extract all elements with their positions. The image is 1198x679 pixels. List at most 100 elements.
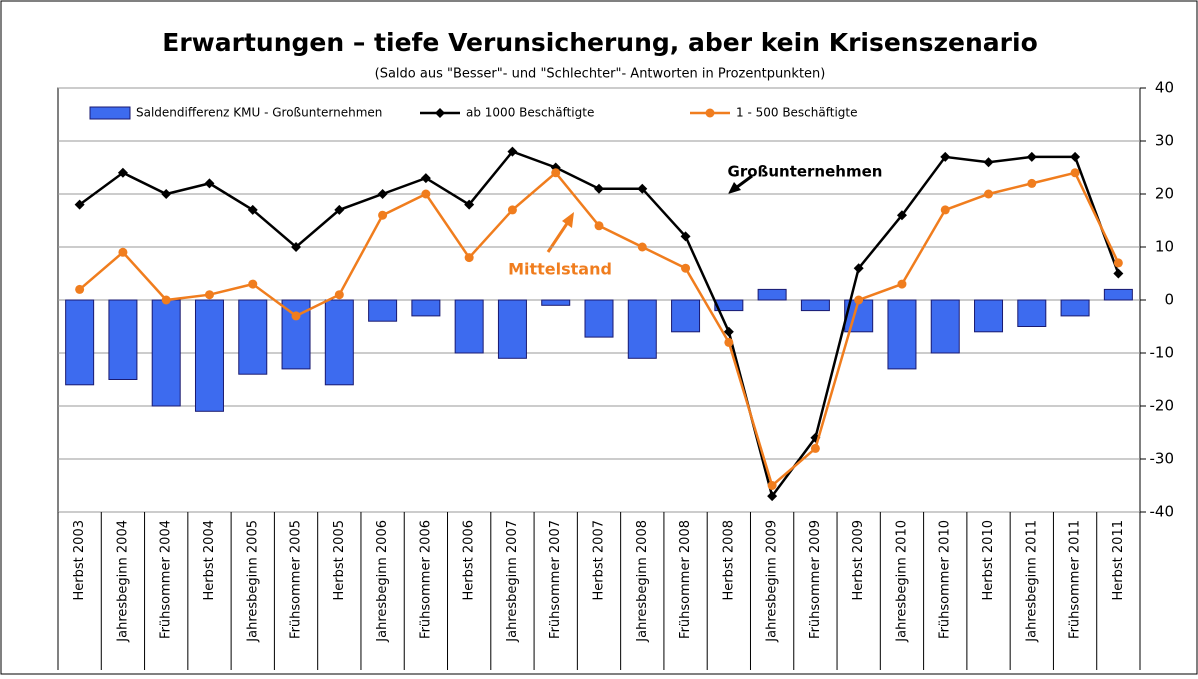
marker [853, 263, 864, 274]
marker [896, 210, 907, 221]
marker [334, 204, 345, 215]
marker [420, 173, 431, 184]
legend-label: ab 1000 Beschäftigte [466, 106, 594, 120]
x-tick-label: Jahresbeginn 2004 [115, 520, 130, 643]
marker [551, 168, 561, 178]
y-tick-label: -40 [1150, 503, 1175, 521]
x-tick-label: Frühsommer 2008 [678, 520, 693, 639]
legend-label: Saldendifferenz KMU - Großunternehmen [136, 106, 382, 120]
x-tick-label: Jahresbeginn 2011 [1024, 520, 1039, 643]
y-tick-label: 20 [1155, 185, 1174, 203]
x-tick-label: Frühsommer 2010 [938, 520, 953, 639]
bar [584, 299, 614, 338]
marker [247, 204, 258, 215]
x-tick-label: Frühsommer 2007 [548, 520, 563, 639]
x-tick-label: Jahresbeginn 2005 [245, 520, 260, 643]
marker [507, 146, 518, 157]
marker [723, 326, 734, 337]
marker [377, 189, 388, 199]
x-tick-label: Herbst 2008 [721, 520, 736, 600]
bar [108, 299, 138, 380]
annotation-arrowhead [728, 182, 741, 194]
marker [1070, 168, 1080, 178]
bar [627, 299, 657, 359]
bar [454, 299, 484, 354]
annotation: Großunternehmen [728, 163, 883, 181]
bar [714, 299, 744, 312]
x-tick-label: Frühsommer 2005 [289, 520, 304, 639]
bar [65, 299, 95, 386]
bar [671, 299, 701, 333]
marker [378, 210, 388, 220]
marker [681, 263, 691, 273]
y-tick-label: 0 [1164, 291, 1174, 309]
marker [767, 481, 777, 490]
marker [117, 167, 128, 178]
legend-marker [435, 108, 445, 118]
y-tick-label: 10 [1155, 238, 1174, 256]
legend-label: 1 - 500 Beschäftigte [736, 106, 858, 120]
x-tick-label: Jahresbeginn 2007 [505, 520, 520, 643]
marker [507, 205, 517, 215]
marker [594, 183, 604, 194]
bar [974, 299, 1004, 333]
x-tick-label: Herbst 2005 [332, 520, 347, 600]
bar [887, 299, 917, 370]
marker [464, 253, 474, 263]
marker [940, 205, 950, 215]
marker [74, 199, 85, 210]
marker [767, 491, 778, 502]
marker [1113, 268, 1124, 279]
bar [151, 299, 181, 407]
x-tick-label: Jahresbeginn 2009 [765, 520, 780, 643]
marker [161, 295, 171, 305]
legend-swatch [89, 106, 131, 120]
marker [983, 157, 994, 168]
bar [497, 299, 527, 359]
marker [248, 279, 258, 289]
marker [637, 183, 648, 194]
bar [324, 299, 354, 386]
marker [421, 189, 431, 199]
x-tick-label: Herbst 2004 [202, 520, 217, 600]
y-tick-label: -30 [1150, 450, 1175, 468]
marker [75, 284, 85, 294]
x-tick-label: Herbst 2006 [462, 520, 477, 600]
bar [1103, 288, 1133, 301]
bar [411, 299, 441, 317]
x-tick-label: Jahresbeginn 2008 [635, 520, 650, 643]
marker [897, 279, 907, 289]
marker [204, 178, 215, 189]
legend-marker [705, 108, 715, 118]
x-tick-label: Herbst 2009 [851, 520, 866, 600]
marker [161, 189, 172, 199]
annotation: Mittelstand [508, 260, 612, 279]
marker [724, 337, 734, 347]
marker [984, 189, 994, 199]
marker [1027, 178, 1037, 188]
marker [637, 242, 647, 252]
marker [118, 247, 128, 257]
x-tick-label: Herbst 2007 [592, 520, 607, 600]
marker [680, 231, 691, 242]
y-tick-label: 40 [1155, 79, 1174, 97]
marker [291, 242, 302, 252]
bar [541, 299, 571, 306]
marker [940, 151, 951, 162]
bar [757, 288, 787, 301]
bar [1017, 299, 1047, 327]
marker [854, 295, 864, 305]
x-tick-label: Frühsommer 2004 [159, 520, 174, 639]
bar [930, 299, 960, 354]
marker [1070, 151, 1081, 162]
marker [204, 290, 214, 300]
bar [368, 299, 398, 322]
bar [800, 299, 830, 312]
y-tick-label: 30 [1155, 132, 1174, 150]
bar [1060, 299, 1090, 317]
marker [594, 221, 604, 231]
bar [238, 299, 268, 375]
x-tick-label: Herbst 2003 [72, 520, 87, 600]
x-tick-label: Frühsommer 2011 [1068, 520, 1083, 639]
